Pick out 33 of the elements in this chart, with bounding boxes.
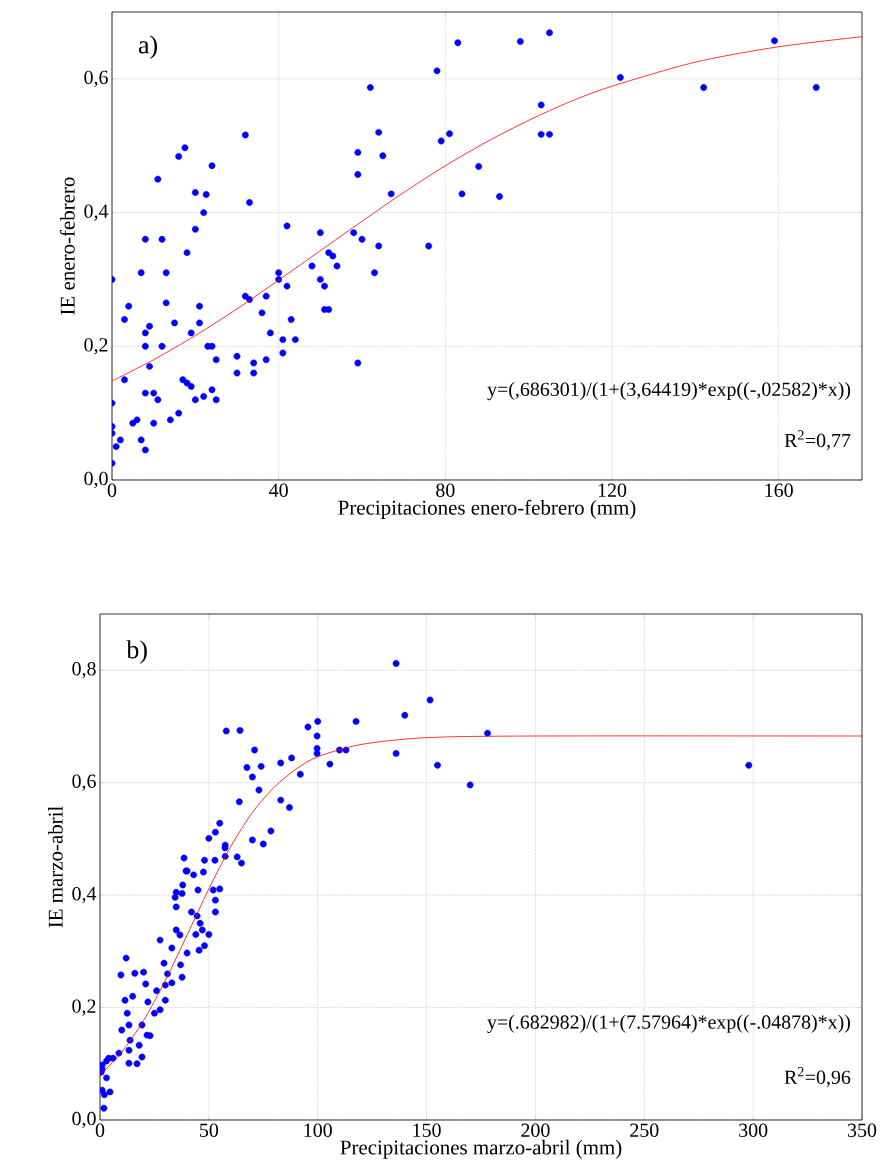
x-tick-label: 350 [848, 1123, 877, 1137]
x-tick-label: 300 [739, 1123, 768, 1137]
y-tick-label: 0,0 [84, 471, 108, 489]
x-tick-label: 100 [304, 1123, 332, 1137]
x-axis-title: Precipitaciones marzo-abril (mm) [340, 1139, 622, 1159]
annotation: R$^{2}$=0,77 [784, 430, 851, 451]
x-tick-label: 160 [765, 483, 793, 497]
annotation: a) [138, 35, 158, 59]
y-tick-label: 0,0 [72, 1111, 96, 1129]
x-tick-label: 250 [630, 1123, 659, 1137]
x-axis-title: Precipitaciones enero-febrero (mm) [338, 499, 636, 519]
x-tick-label: 200 [521, 1123, 550, 1137]
y-axis-title: IE enero-febrero [59, 177, 75, 315]
y-axis-title: IE marzo-abril [48, 806, 63, 928]
x-tick-label: 40 [269, 483, 288, 497]
y-tick-label: 0,4 [84, 204, 109, 221]
x-tick-label: 0 [95, 1123, 105, 1137]
x-tick-label: 0 [107, 483, 117, 497]
annotation: y=(.682982)/(1+(7.57964)*exp((-.04878)*x)) [487, 1014, 851, 1033]
x-tick-label: 120 [598, 483, 627, 497]
annotation: y=(,686301)/(1+(3,64419)*exp((-,02582)*x)) [487, 382, 851, 401]
y-tick-label: 0,8 [72, 662, 96, 679]
annotation: R$^{2}$=0,96 [784, 1067, 851, 1087]
y-tick-label: 0,6 [72, 774, 96, 791]
line-series [112, 36, 863, 382]
x-tick-label: 50 [200, 1123, 219, 1137]
x-tick-label: 80 [436, 483, 455, 497]
y-tick-label: 0,2 [72, 999, 96, 1016]
y-tick-label: 0,6 [84, 70, 108, 88]
x-tick-label: 150 [413, 1123, 441, 1137]
y-tick-label: 0,4 [72, 886, 97, 904]
annotation: b) [126, 640, 147, 664]
y-tick-label: 0,2 [84, 338, 108, 355]
